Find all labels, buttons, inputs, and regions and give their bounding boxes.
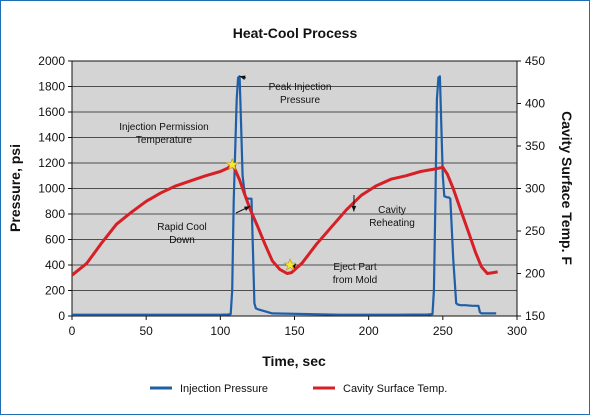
annotation-text: Reheating	[369, 218, 415, 229]
y-right-tick-label: 150	[525, 309, 545, 323]
x-axis-label: Time, sec	[262, 353, 326, 369]
annotation: Eject Part from Mold	[283, 258, 377, 286]
y-right-tick-label: 400	[525, 97, 545, 111]
y-left-tick-label: 1600	[38, 105, 65, 119]
legend-label-injection-pressure: Injection Pressure	[180, 383, 268, 395]
annotation-text: Cavity	[378, 205, 406, 216]
annotation-text: Temperature	[136, 135, 193, 146]
legend: Injection Pressure Cavity Surface Temp.	[150, 383, 447, 395]
annotation: Injection Permission Temperature	[119, 122, 239, 171]
star-marker-icon	[283, 258, 297, 271]
y-axis-right-label: Cavity Surface Temp. F	[559, 111, 575, 265]
y-axis-left-label: Pressure, psi	[7, 144, 23, 232]
y-left-tick-label: 600	[45, 233, 65, 247]
annotation-text: Pressure	[280, 95, 320, 106]
arrow-head-icon	[239, 75, 246, 80]
y-left-tick-label: 400	[45, 258, 65, 272]
series-line-injection-pressure	[72, 75, 497, 316]
x-tick-label: 150	[284, 324, 304, 338]
x-tick-label: 100	[210, 324, 230, 338]
annotation: Peak Injection Pressure	[239, 75, 332, 106]
arrow-head-icon	[351, 205, 357, 212]
x-tick-label: 0	[69, 324, 76, 338]
y-right-tick-label: 300	[525, 182, 545, 196]
star-marker-icon	[225, 157, 239, 171]
y-right-tick-label: 450	[525, 54, 545, 68]
y-left-tick-label: 200	[45, 284, 65, 298]
legend-label-cavity-temp: Cavity Surface Temp.	[343, 383, 447, 395]
arrow-head-icon	[244, 206, 250, 211]
annotation: Rapid Cool Down	[157, 205, 251, 246]
y-right-tick-label: 200	[525, 267, 545, 281]
y-left-tick-label: 1200	[38, 156, 65, 170]
annotation-text: Eject Part	[333, 262, 377, 273]
y-right-tick-label: 250	[525, 224, 545, 238]
y-left-tick-label: 800	[45, 207, 65, 221]
annotation-text: Rapid Cool	[157, 222, 206, 233]
annotation: Cavity Reheating	[351, 194, 415, 229]
x-tick-label: 300	[507, 324, 527, 338]
y-left-tick-label: 1800	[38, 80, 65, 94]
series-line-cavity-surface-temp	[71, 163, 498, 277]
annotation-text: Injection Permission	[119, 122, 208, 133]
y-left-tick-label: 1000	[38, 182, 65, 196]
y-left-tick-label: 1400	[38, 131, 65, 145]
x-tick-label: 250	[433, 324, 453, 338]
annotation-text: Down	[169, 235, 195, 246]
y-left-tick-label: 2000	[38, 54, 65, 68]
annotation-text: from Mold	[333, 275, 377, 286]
chart-title: Heat-Cool Process	[233, 25, 358, 41]
x-tick-label: 200	[359, 324, 379, 338]
y-right-tick-label: 350	[525, 139, 545, 153]
x-tick-label: 50	[139, 324, 153, 338]
y-left-tick-label: 0	[58, 309, 65, 323]
annotation-text: Peak Injection	[269, 82, 332, 93]
